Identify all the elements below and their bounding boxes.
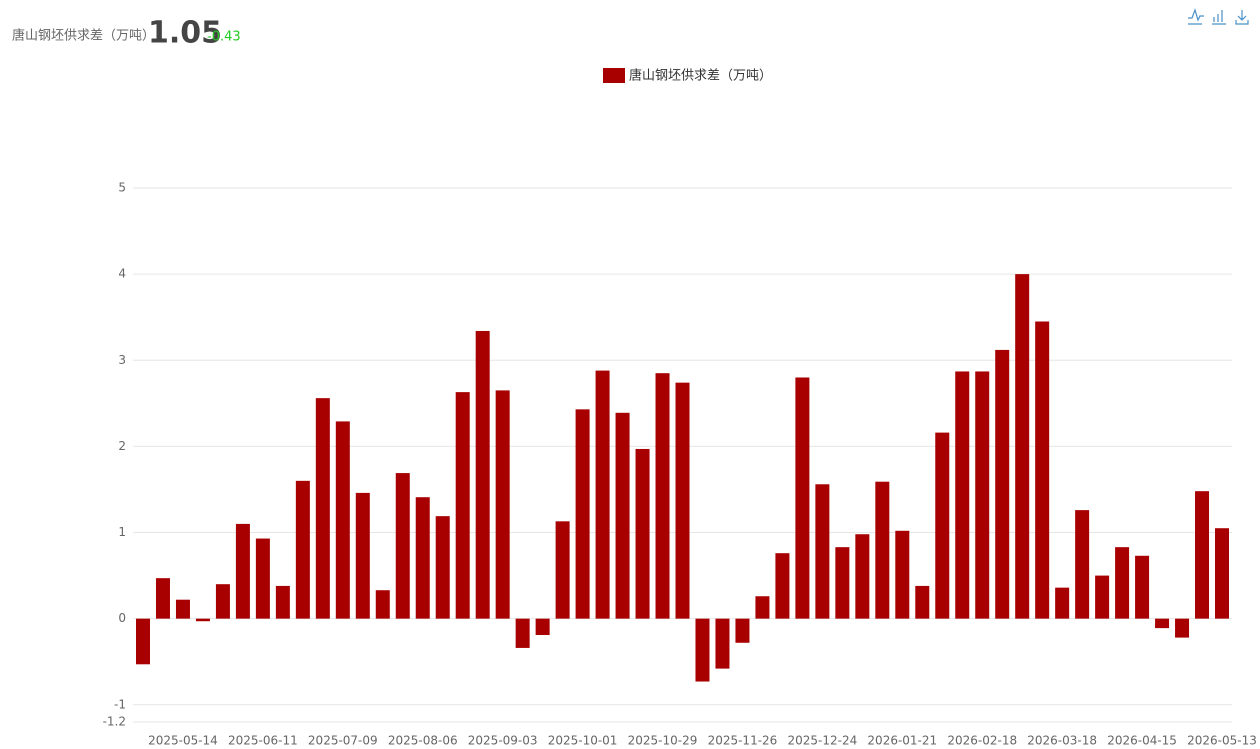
x-tick-label: 2025-05-14 bbox=[148, 734, 218, 748]
bar bbox=[475, 330, 490, 619]
bar bbox=[775, 553, 790, 619]
bar bbox=[835, 547, 850, 619]
bar bbox=[1115, 547, 1130, 619]
download-icon[interactable] bbox=[1235, 10, 1249, 25]
bar bbox=[895, 530, 910, 619]
header-change: -0.43 bbox=[207, 30, 241, 45]
bar bbox=[595, 370, 610, 619]
bar bbox=[715, 618, 730, 669]
bar bbox=[315, 398, 330, 619]
x-tick-label: 2025-10-01 bbox=[548, 734, 618, 748]
y-tick-label: 4 bbox=[118, 267, 126, 281]
y-tick-label: 0 bbox=[118, 611, 126, 625]
y-tick-label: 5 bbox=[118, 181, 126, 195]
y-tick-label: 2 bbox=[118, 439, 126, 453]
bar bbox=[1175, 618, 1190, 638]
bar bbox=[295, 480, 310, 619]
bar bbox=[555, 521, 570, 619]
bar bbox=[155, 578, 170, 619]
y-tick-label: -1.2 bbox=[103, 715, 126, 729]
bar bbox=[735, 618, 750, 643]
bar bbox=[275, 585, 290, 619]
x-tick-label: 2025-06-11 bbox=[228, 734, 298, 748]
y-tick-label: 3 bbox=[118, 353, 126, 367]
bar bbox=[655, 373, 670, 619]
bar bbox=[515, 618, 530, 648]
x-tick-label: 2026-03-18 bbox=[1027, 734, 1097, 748]
bar bbox=[915, 585, 930, 619]
bar bbox=[355, 492, 370, 619]
bar bbox=[1135, 555, 1150, 619]
x-tick-label: 2025-10-29 bbox=[628, 734, 698, 748]
bar bbox=[795, 377, 810, 619]
bar bbox=[575, 409, 590, 619]
x-tick-label: 2025-11-26 bbox=[708, 734, 778, 748]
bar bbox=[335, 421, 350, 619]
bar bbox=[635, 448, 650, 619]
bar bbox=[1015, 274, 1030, 619]
bar bbox=[1035, 321, 1050, 619]
bar bbox=[1075, 510, 1090, 619]
bar bbox=[995, 349, 1010, 619]
bar bbox=[455, 392, 470, 619]
bar bbox=[435, 516, 450, 619]
x-tick-label: 2026-04-15 bbox=[1107, 734, 1177, 748]
bar bbox=[975, 371, 990, 619]
x-tick-label: 2025-08-06 bbox=[388, 734, 458, 748]
legend-label: 唐山钢坯供求差（万吨） bbox=[629, 68, 772, 84]
bar bbox=[955, 371, 970, 619]
bar bbox=[395, 473, 410, 619]
x-tick-label: 2026-05-13 bbox=[1187, 734, 1257, 748]
bar bbox=[1095, 575, 1110, 619]
bar bbox=[235, 523, 250, 619]
toolbar bbox=[1188, 8, 1249, 25]
bar bbox=[1155, 618, 1170, 629]
legend-swatch bbox=[603, 68, 625, 83]
bar bbox=[375, 590, 390, 619]
bar bbox=[535, 618, 550, 636]
bar bbox=[1215, 528, 1230, 619]
x-tick-label: 2025-12-24 bbox=[787, 734, 857, 748]
y-tick-label: -1 bbox=[114, 697, 126, 711]
x-tick-label: 2026-01-21 bbox=[867, 734, 937, 748]
bar bbox=[855, 534, 870, 619]
bar bbox=[755, 596, 770, 619]
bar bbox=[175, 599, 190, 619]
bar bbox=[675, 382, 690, 619]
header-value: 1.05 bbox=[148, 16, 222, 51]
bar bbox=[495, 390, 510, 619]
x-tick-label: 2025-09-03 bbox=[468, 734, 538, 748]
bar bbox=[215, 584, 230, 619]
bar bbox=[195, 618, 210, 622]
x-tick-label: 2025-07-09 bbox=[308, 734, 378, 748]
bar bbox=[1195, 491, 1210, 619]
y-tick-label: 1 bbox=[118, 525, 126, 539]
bar-icon[interactable] bbox=[1212, 10, 1226, 25]
bar bbox=[615, 412, 630, 619]
bar bbox=[135, 618, 150, 665]
x-tick-label: 2026-02-18 bbox=[947, 734, 1017, 748]
header-title: 唐山钢坯供求差（万吨） bbox=[12, 28, 155, 44]
bar bbox=[415, 497, 430, 619]
bar bbox=[815, 484, 830, 619]
bar bbox=[255, 538, 270, 619]
bar bbox=[935, 432, 950, 619]
bar bbox=[695, 618, 710, 682]
line-icon[interactable] bbox=[1188, 8, 1204, 25]
bar bbox=[875, 481, 890, 619]
bar bbox=[1055, 587, 1070, 619]
